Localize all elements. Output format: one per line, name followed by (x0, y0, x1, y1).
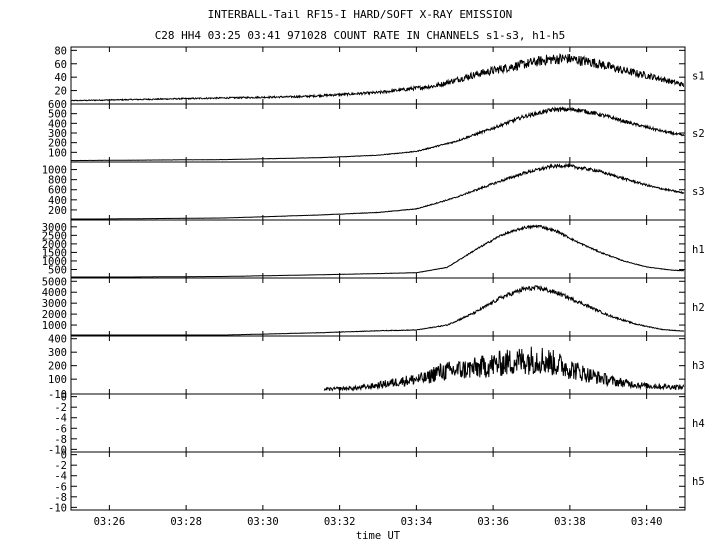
panel-frame-s1 (70, 46, 686, 105)
x-tick-label: 03:36 (477, 516, 509, 528)
panel-label-s1: s1 (692, 71, 705, 83)
x-tick-label: 03:28 (170, 516, 202, 528)
panel-label-h1: h1 (692, 244, 705, 256)
series-line-s2 (71, 106, 685, 162)
y-tick-label: 0 (61, 392, 67, 404)
y-tick-label: 5000 (42, 276, 67, 288)
x-axis-label: time UT (356, 530, 401, 542)
y-tick-label: 400 (48, 195, 67, 207)
y-tick-label: 200 (48, 361, 67, 373)
y-tick-label: 300 (48, 128, 67, 140)
y-tick-label: 1000 (42, 256, 67, 268)
panel-frame-h5 (70, 451, 686, 511)
y-tick-label: 100 (48, 374, 67, 386)
y-tick-label: -10 (48, 444, 67, 456)
y-tick-label: 200 (48, 205, 67, 217)
y-tick-label: -8 (54, 434, 67, 446)
y-tick-label: 400 (48, 334, 67, 346)
x-tick-label: 03:40 (631, 516, 663, 528)
y-tick-label: 600 (48, 99, 67, 111)
x-tick-label: 03:30 (247, 516, 279, 528)
y-tick-label: -4 (54, 471, 67, 483)
series-line-h3 (323, 346, 685, 392)
y-tick-label: 3000 (42, 222, 67, 234)
y-tick-label: 80 (54, 45, 67, 57)
y-tick-label: 3000 (42, 298, 67, 310)
panel-frame-h4 (70, 393, 686, 453)
y-tick-label: 4000 (42, 287, 67, 299)
y-tick-label: -6 (54, 481, 67, 493)
y-tick-label: -6 (54, 423, 67, 435)
y-tick-label: 500 (48, 109, 67, 121)
y-tick-label: 60 (54, 59, 67, 71)
y-tick-label: 1500 (42, 247, 67, 259)
y-tick-label: 0 (61, 450, 67, 462)
y-tick-label: 800 (48, 175, 67, 187)
y-tick-label: -2 (54, 460, 67, 472)
x-tick-label: 03:38 (554, 516, 586, 528)
panel-frame-h2 (70, 277, 686, 337)
panel-label-s2: s2 (692, 128, 705, 140)
y-tick-label: 40 (54, 72, 67, 84)
series-line-s1 (70, 52, 684, 102)
y-tick-label: 2000 (42, 309, 67, 321)
y-tick-label: 200 (48, 138, 67, 150)
panel-label-h4: h4 (692, 418, 705, 430)
panel-label-h2: h2 (692, 302, 705, 314)
y-tick-label: 1000 (42, 165, 67, 177)
y-tick-label: -2 (54, 402, 67, 414)
y-tick-label: 300 (48, 347, 67, 359)
y-tick-label: -4 (54, 413, 67, 425)
y-tick-label: 500 (48, 264, 67, 276)
y-tick-label: -10 (48, 502, 67, 514)
panel-label-h3: h3 (692, 360, 705, 372)
y-tick-label: 20 (54, 86, 67, 98)
y-tick-label: 600 (48, 185, 67, 197)
y-tick-label: -8 (54, 492, 67, 504)
chart-title: INTERBALL-Tail RF15-I HARD/SOFT X-RAY EM… (207, 8, 513, 21)
y-tick-label: 2000 (42, 239, 67, 251)
x-tick-label: 03:32 (324, 516, 356, 528)
panel-label-h5: h5 (692, 476, 705, 488)
series-line-h2 (71, 284, 685, 336)
x-tick-label: 03:34 (401, 516, 433, 528)
chart-subtitle: C28 HH4 03:25 03:41 971028 COUNT RATE IN… (154, 29, 566, 42)
y-tick-label: 400 (48, 118, 67, 130)
y-tick-label: 2500 (42, 230, 67, 242)
x-tick-label: 03:26 (94, 516, 126, 528)
y-tick-label: 100 (48, 147, 67, 159)
series-line-s3 (71, 162, 685, 220)
y-tick-label: -10 (48, 389, 67, 401)
panel-label-s3: s3 (692, 186, 705, 198)
series-line-h1 (71, 224, 685, 278)
y-tick-label: 1000 (42, 320, 67, 332)
